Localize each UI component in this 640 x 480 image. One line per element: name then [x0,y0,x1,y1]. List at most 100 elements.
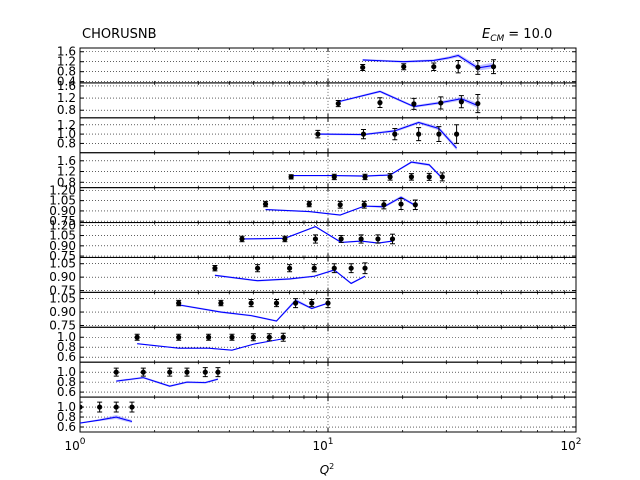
data-point [288,174,294,180]
x-axis: 100 101 102 [64,437,581,453]
data-point [411,101,417,107]
panel-9: 0.60.81.0 [57,326,577,364]
data-point [438,100,444,106]
y-tick-label: 0.90 [49,305,76,319]
data-point [338,236,344,242]
data-point [392,131,398,137]
x-axis-label-superscript: 2 [329,462,334,471]
data-point [97,404,103,410]
x-axis-label: Q2 [320,462,335,477]
panel-10: 0.60.81.0 [57,361,577,399]
x-tick-label: 101 [312,437,333,453]
panel-content [288,161,445,182]
data-point [250,334,256,340]
data-point [337,202,343,208]
data-point [401,64,407,70]
data-point [129,404,135,410]
theory-line [80,416,133,424]
y-tick-label: 1.05 [49,229,76,243]
panel-content [176,298,331,322]
theory-line [317,121,457,149]
data-point [239,236,245,242]
data-point [212,265,218,271]
data-point [360,131,367,137]
data-point [331,174,337,180]
data-point [387,174,393,180]
data-point [311,265,317,271]
y-tick-label: 0.8 [57,175,76,189]
y-tick-label: 0.6 [57,385,76,399]
title-energy-subscript: CM [490,34,504,44]
y-tick-label: 0.6 [57,420,76,434]
data-point [140,369,146,375]
y-tick-label: 1.0 [57,365,76,379]
panels: 0.40.81.21.60.81.21.60.81.01.20.81.21.60… [49,45,577,434]
y-tick-label: 0.75 [49,318,76,332]
data-point [215,369,221,375]
theory-line [178,299,329,322]
panel-content [315,121,460,151]
panel-content [113,367,221,388]
y-tick-label: 1.2 [57,55,76,69]
data-point [229,334,235,340]
chart-title-left: CHORUSNB [82,27,157,42]
y-tick-label: 1.0 [57,330,76,344]
theory-line [214,269,366,285]
data-point [455,64,461,70]
y-tick-label: 1.2 [57,118,76,132]
data-point [134,334,140,340]
y-tick-label: 0.8 [57,375,76,389]
panel-content [360,53,497,75]
y-tick-label: 1.05 [49,194,76,208]
data-point [282,236,288,242]
data-point [286,265,293,271]
x-tick-base: 10 [560,439,575,453]
data-point [280,334,286,340]
y-tick-label: 0.75 [49,214,76,228]
data-point [490,64,497,70]
x-axis-label-symbol: Q [320,463,329,477]
data-point [273,300,280,306]
y-tick-label: 0.8 [57,136,76,150]
data-point [113,404,119,410]
data-point [80,404,83,410]
data-point [348,265,354,271]
x-tick-exponent: 2 [576,437,582,447]
data-point [184,369,190,375]
data-point [362,174,368,180]
data-point [176,300,182,306]
y-tick-label: 1.6 [57,154,76,168]
y-tick-label: 1.6 [57,45,76,59]
data-point [475,64,481,71]
panel-7: 0.750.901.05 [49,257,577,298]
y-tick-label: 1.20 [49,183,76,197]
y-tick-label: 0.75 [49,249,76,263]
y-tick-label: 0.8 [57,410,76,424]
theory-line [116,377,219,387]
data-point [389,236,396,242]
data-point [331,265,337,271]
y-tick-label: 1.0 [57,127,76,141]
y-tick-label: 1.6 [57,79,76,93]
data-point [167,369,173,375]
data-point [262,201,269,207]
y-tick-label: 0.8 [57,65,76,79]
y-tick-label: 0.8 [57,340,76,354]
data-point [475,100,481,107]
theory-band [265,195,416,216]
data-point [335,100,341,107]
data-point [315,131,321,137]
data-point [431,64,437,70]
data-point [377,100,383,106]
data-point [362,265,368,271]
data-point [398,201,404,207]
y-tick-label: 1.20 [49,218,76,232]
data-point [266,334,272,340]
data-point [306,201,312,207]
data-point [361,202,367,208]
x-tick-exponent: 1 [328,437,334,447]
data-point [375,236,381,242]
x-tick-label: 102 [560,437,581,453]
x-tick-exponent: 0 [80,437,86,447]
